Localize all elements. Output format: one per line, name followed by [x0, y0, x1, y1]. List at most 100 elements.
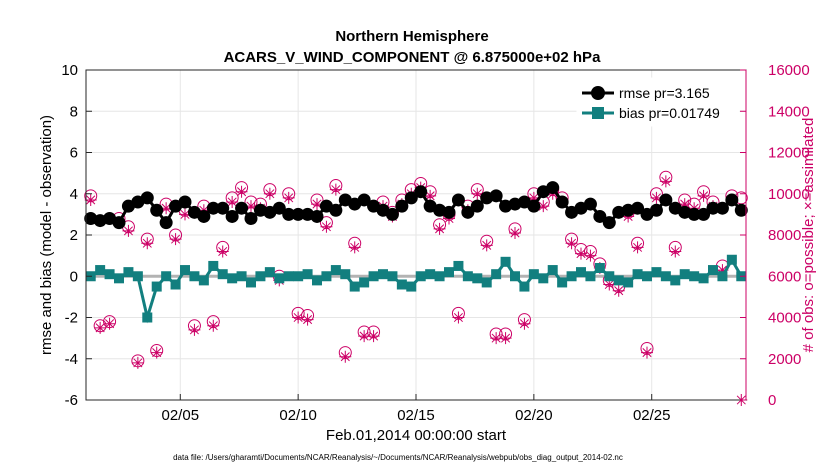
- obs-assimilated-marker: [490, 332, 503, 345]
- x-tick-label: 02/20: [515, 407, 553, 424]
- obs-assimilated-marker: [452, 311, 465, 324]
- obs-assimilated-marker: [575, 247, 587, 260]
- bias-marker: [142, 312, 153, 323]
- rmse-marker: [631, 201, 645, 215]
- obs-assimilated-marker: [669, 245, 682, 258]
- bias-marker: [132, 271, 143, 282]
- obs-assimilated-marker: [678, 198, 691, 211]
- asterisk-path: [320, 220, 333, 233]
- y2-tick-label: 6000: [768, 268, 801, 285]
- obs-assimilated-marker: [311, 198, 323, 211]
- asterisk-path: [527, 191, 540, 204]
- bias-marker: [585, 271, 596, 282]
- x-tick-label: 02/05: [162, 407, 200, 424]
- rmse-marker: [725, 193, 739, 207]
- bias-marker: [604, 271, 615, 282]
- rmse-marker: [461, 205, 475, 219]
- y-tick-label: -2: [65, 310, 78, 327]
- y-axis-right: 0 2000 4000 6000 8000 10000 12000 14000 16000: [740, 62, 810, 409]
- bias-marker: [170, 279, 181, 290]
- asterisk-path: [169, 233, 182, 246]
- asterisk-path: [103, 317, 116, 330]
- bias-marker: [217, 269, 228, 280]
- bias-marker: [642, 271, 652, 282]
- asterisk-path: [216, 245, 229, 258]
- obs-assimilated-marker: [509, 226, 521, 239]
- asterisk-path: [245, 200, 257, 213]
- rmse-marker: [150, 203, 164, 217]
- rmse-marker: [395, 199, 409, 213]
- rmse-marker: [442, 205, 456, 219]
- bias-marker: [462, 271, 473, 282]
- bias-marker: [406, 281, 417, 292]
- rmse-marker: [282, 207, 296, 221]
- bias-marker: [340, 269, 351, 280]
- y2-tick-label: 8000: [768, 227, 801, 244]
- bias-marker: [491, 269, 502, 280]
- rmse-marker: [140, 191, 154, 205]
- y-tick-label: 2: [70, 227, 78, 244]
- y2-tick-label: 16000: [768, 62, 810, 79]
- bias-marker: [519, 281, 530, 292]
- bias-marker: [330, 265, 341, 276]
- legend-bias-label: bias pr=0.01749: [619, 105, 720, 121]
- bias-marker: [123, 267, 134, 278]
- bias-marker: [114, 273, 124, 284]
- obs-assimilated-marker: [245, 200, 257, 213]
- y-axis-left: -6 -4 -2 0 2 4 6 8 10: [61, 62, 92, 409]
- rmse-marker: [197, 209, 211, 223]
- bias-marker: [538, 273, 549, 284]
- chart-subtitle: ACARS_V_WIND_COMPONENT @ 6.875000e+02 hP…: [224, 49, 602, 66]
- obs-assimilated-marker: [320, 220, 333, 233]
- bias-marker: [481, 277, 492, 288]
- chart-title: Northern Hemisphere: [335, 28, 488, 45]
- obs-assimilated-marker: [367, 330, 380, 343]
- y2-tick-label: 0: [768, 392, 776, 409]
- legend: rmse pr=3.165 bias pr=0.01749: [576, 77, 740, 127]
- bias-marker: [321, 271, 332, 282]
- bias-marker: [293, 271, 304, 282]
- bias-marker: [444, 267, 454, 278]
- asterisk-path: [122, 224, 135, 237]
- rmse-series: [84, 181, 748, 230]
- bias-marker: [151, 281, 162, 292]
- asterisk-path: [452, 311, 465, 324]
- obs-assimilated-marker: [471, 187, 484, 200]
- asterisk-path: [612, 284, 625, 297]
- rmse-marker: [206, 201, 220, 215]
- x-tick-label: 02/25: [633, 407, 671, 424]
- bias-marker: [717, 271, 728, 282]
- y-tick-label: 4: [70, 186, 78, 203]
- obs-assimilated-marker: [537, 200, 550, 213]
- bias-marker: [415, 271, 426, 282]
- asterisk-path: [263, 187, 276, 200]
- obs-assimilated-marker: [565, 237, 578, 250]
- y2-axis-label: # of obs: o=possible; ×=assimilated: [800, 118, 817, 353]
- obs-assimilated-marker: [94, 321, 107, 334]
- bias-marker: [104, 269, 115, 280]
- y-tick-label: 10: [61, 62, 78, 79]
- asterisk-path: [669, 245, 682, 258]
- bias-marker: [227, 273, 238, 284]
- obs-assimilated-marker: [235, 185, 248, 198]
- obs-assimilated-marker: [131, 356, 144, 369]
- bias-marker: [302, 269, 313, 280]
- obs-assimilated-marker: [226, 196, 239, 208]
- bias-marker: [396, 279, 407, 290]
- obs-assimilated-marker: [424, 189, 437, 202]
- asterisk-path: [188, 323, 201, 336]
- rmse-marker: [583, 197, 597, 211]
- obs-assimilated-marker: [84, 193, 97, 206]
- rmse-marker: [706, 201, 720, 215]
- bias-marker: [698, 273, 709, 284]
- asterisk-path: [480, 239, 493, 252]
- asterisk-path: [311, 198, 323, 211]
- rmse-marker: [112, 216, 126, 230]
- asterisk-path: [179, 208, 191, 221]
- bias-marker: [453, 260, 464, 271]
- asterisk-path: [141, 237, 154, 250]
- x-axis-label: Feb.01,2014 00:00:00 start: [326, 427, 507, 444]
- rmse-marker: [546, 181, 560, 195]
- bias-marker: [651, 267, 662, 278]
- asterisk-path: [84, 193, 97, 206]
